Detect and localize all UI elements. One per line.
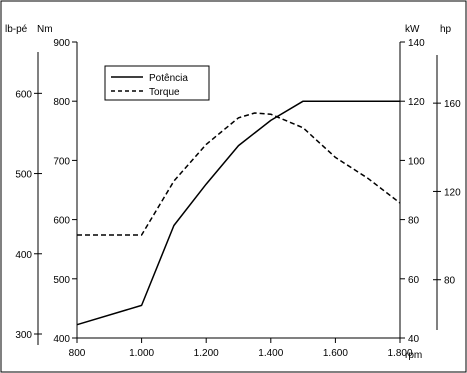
kw-tick-label: 40 bbox=[408, 334, 420, 345]
nm-tick-label: 900 bbox=[53, 38, 70, 49]
kw-tick-label: 100 bbox=[408, 156, 425, 167]
legend-box bbox=[104, 65, 210, 101]
nm-tick-label: 700 bbox=[53, 156, 70, 167]
axis-label-lbft: lb-pé bbox=[5, 24, 28, 35]
legend-label-torque: Torque bbox=[149, 87, 180, 98]
x-tick-label: 1.600 bbox=[323, 348, 348, 359]
lbft-tick-label: 600 bbox=[15, 89, 32, 100]
axis-label-rpm: rpm bbox=[405, 350, 422, 361]
hp-tick-label: 120 bbox=[444, 187, 461, 198]
x-tick-label: 1.800 bbox=[387, 348, 412, 359]
legend-label-potencia: Potência bbox=[149, 73, 188, 84]
x-tick-label: 800 bbox=[69, 348, 86, 359]
hp-ticks: 80 120 160 bbox=[433, 99, 461, 287]
lbft-tick-label: 400 bbox=[15, 250, 32, 261]
series-line-potencia bbox=[76, 100, 400, 326]
axis-label-kw: kW bbox=[405, 24, 420, 35]
axis-label-nm: Nm bbox=[37, 24, 53, 35]
x-tick-label: 1.000 bbox=[129, 348, 154, 359]
kw-tick-label: 140 bbox=[408, 38, 425, 49]
series-lines bbox=[76, 100, 401, 326]
axis-label-hp: hp bbox=[440, 24, 452, 35]
nm-tick-label: 400 bbox=[53, 334, 70, 345]
series-line-torque bbox=[77, 112, 401, 236]
kw-tick-label: 120 bbox=[408, 97, 425, 108]
x-tick-label: 1.200 bbox=[194, 348, 219, 359]
kw-ticks: 40 60 80 100 120 140 bbox=[400, 38, 425, 345]
lbft-ticks: 300 400 500 600 bbox=[15, 89, 42, 341]
kw-tick-label: 60 bbox=[408, 275, 420, 286]
nm-tick-label: 600 bbox=[53, 216, 70, 227]
x-tick-label: 1.400 bbox=[258, 348, 283, 359]
legend: Potência Torque bbox=[104, 65, 210, 101]
nm-tick-label: 800 bbox=[53, 97, 70, 108]
nm-tick-label: 500 bbox=[53, 275, 70, 286]
hp-tick-label: 80 bbox=[444, 276, 456, 287]
x-ticks: 800 1.000 1.200 1.400 1.600 1.800 bbox=[69, 338, 413, 359]
kw-tick-label: 80 bbox=[408, 216, 420, 227]
lbft-tick-label: 300 bbox=[15, 330, 32, 341]
nm-ticks: 400 500 600 700 800 900 bbox=[53, 38, 77, 345]
hp-tick-label: 160 bbox=[444, 99, 461, 110]
lbft-tick-label: 500 bbox=[15, 170, 32, 181]
